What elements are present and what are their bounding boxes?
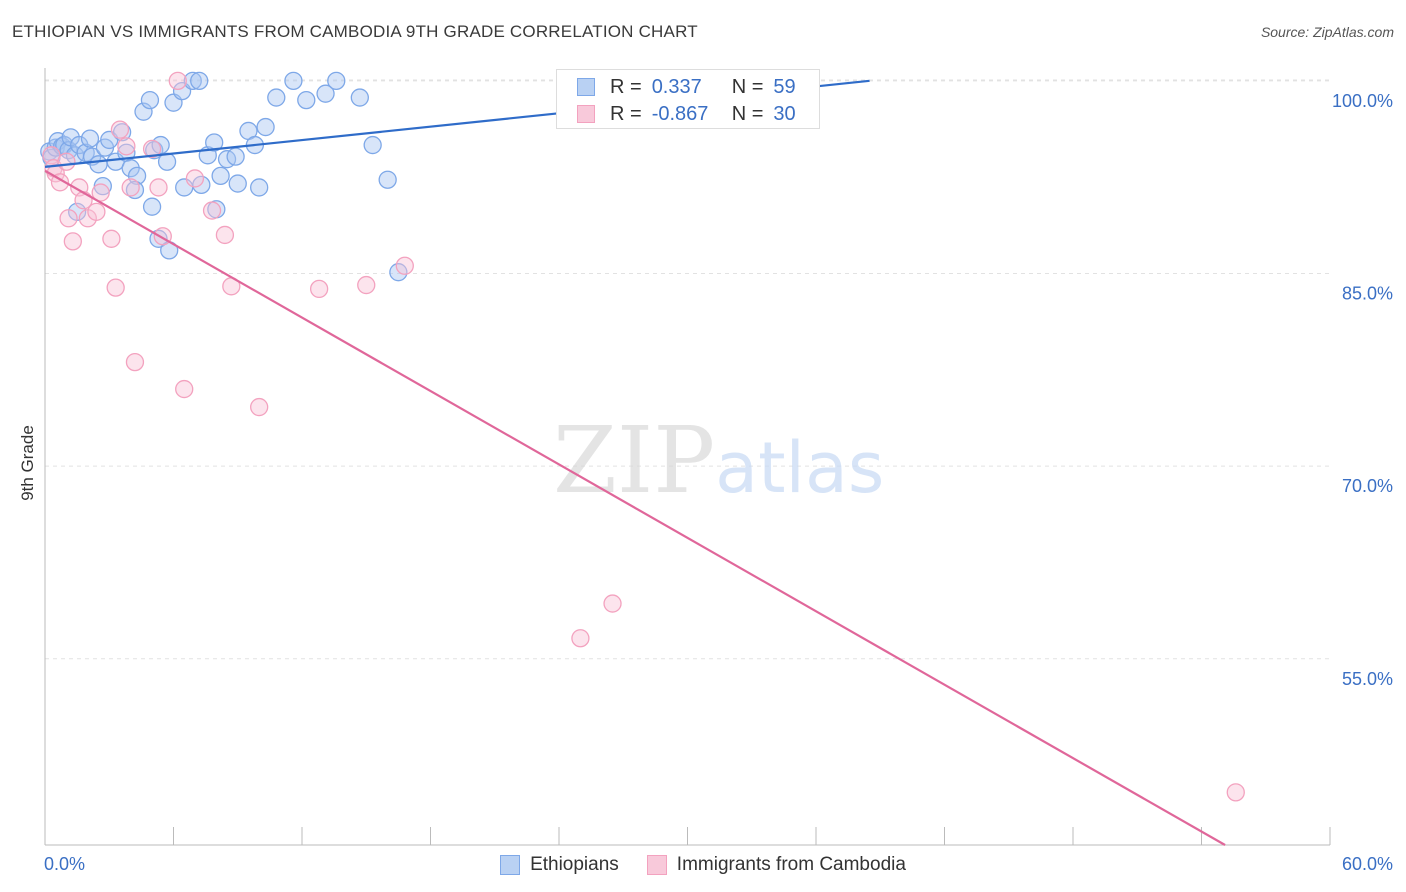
cambodia-point — [121, 178, 140, 197]
chart-source: Source: ZipAtlas.com — [1260, 24, 1394, 40]
series-legend: Ethiopians Immigrants from Cambodia — [0, 852, 1406, 878]
ethiopian-point — [183, 71, 202, 90]
cambodia-point — [63, 232, 82, 251]
legend-r-label: R = — [610, 102, 642, 125]
legend-row-cambodia: R = -0.867 N = 30 — [577, 101, 796, 127]
ethiopian-point — [327, 71, 346, 90]
ethiopian-point — [267, 88, 286, 107]
y-tick-label: 100.0% — [1332, 91, 1393, 111]
ethiopian-point — [363, 135, 382, 155]
cambodia-point — [91, 183, 110, 202]
legend-r-value: -0.867 — [651, 102, 709, 125]
legend-n-label: N = — [731, 75, 764, 98]
legend-n-value: 30 — [773, 102, 796, 125]
ethiopian-point — [142, 197, 162, 216]
watermark: ZIPatlas — [553, 407, 884, 514]
legend-label-cambodia: Immigrants from Cambodia — [676, 854, 906, 875]
ethiopian-point — [140, 90, 160, 110]
cambodia-point — [142, 139, 162, 159]
ethiopian-point — [378, 170, 397, 189]
cambodia-point — [250, 397, 269, 417]
ethiopian-point — [89, 155, 108, 174]
cambodia-point — [59, 209, 78, 228]
legend-r-label: R = — [610, 75, 642, 98]
y-tick-label: 85.0% — [1342, 283, 1393, 303]
cambodia-point — [117, 137, 136, 156]
legend-item-cambodia[interactable]: Immigrants from Cambodia — [646, 854, 906, 876]
ethiopian-point — [80, 129, 100, 148]
legend-r-value: 0.337 — [651, 75, 702, 98]
ethiopian-point — [226, 147, 245, 166]
legend-n-label: N = — [731, 102, 764, 125]
y-tick-label: 70.0% — [1342, 476, 1393, 496]
cambodia-point — [125, 352, 145, 372]
cambodia-point — [215, 225, 235, 245]
ethiopian-point — [127, 166, 147, 186]
ethiopian-point — [316, 84, 335, 103]
ethiopian-point — [228, 174, 247, 193]
cambodia-point — [185, 169, 205, 188]
correlation-legend: R = 0.337 N = 59 R = -0.867 N = 30 — [556, 69, 820, 129]
cambodia-point — [168, 71, 187, 90]
ethiopian-point — [211, 166, 230, 186]
cambodia-point — [106, 278, 125, 297]
legend-n-value: 59 — [773, 75, 796, 98]
chart-title: ETHIOPIAN VS IMMIGRANTS FROM CAMBODIA 9T… — [12, 22, 698, 41]
ethiopian-point — [256, 117, 275, 137]
ethiopian-point — [112, 123, 132, 142]
legend-swatch-blue — [500, 855, 521, 875]
cambodia-point — [571, 629, 590, 648]
legend-swatch-pink — [577, 105, 595, 123]
ethiopian-point — [250, 178, 269, 197]
ethiopian-point — [297, 90, 316, 110]
legend-row-ethiopians: R = 0.337 N = 59 — [577, 74, 796, 100]
cambodia-point — [149, 178, 168, 197]
x-tick-label-left: 0.0% — [44, 854, 85, 874]
y-axis-label: 9th Grade — [18, 425, 37, 501]
ethiopian-point — [205, 133, 224, 152]
cambodia-point — [175, 379, 194, 399]
cambodia-point — [357, 275, 376, 295]
legend-item-ethiopians[interactable]: Ethiopians — [500, 854, 619, 876]
cambodia-point — [603, 594, 622, 613]
cambodia-trend-line — [44, 169, 1226, 846]
legend-swatch-blue — [577, 78, 595, 96]
cambodia-point — [87, 202, 106, 221]
x-tick-label-right: 60.0% — [1342, 854, 1393, 874]
ethiopian-point — [284, 71, 303, 90]
cambodia-point — [309, 279, 329, 299]
y-tick-label: 55.0% — [1342, 669, 1393, 689]
ethiopian-point — [350, 88, 369, 107]
ethiopian-point — [151, 135, 170, 155]
cambodia-point — [395, 256, 414, 275]
legend-swatch-pink — [646, 855, 667, 875]
cambodia-point — [102, 229, 121, 248]
cambodia-point — [202, 201, 222, 220]
ethiopian-point — [134, 102, 153, 121]
cambodia-point — [1226, 783, 1245, 802]
legend-label-ethiopians: Ethiopians — [530, 854, 619, 875]
cambodia-point — [110, 120, 130, 139]
cambodia-point — [57, 152, 76, 171]
ethiopian-point — [190, 71, 209, 90]
